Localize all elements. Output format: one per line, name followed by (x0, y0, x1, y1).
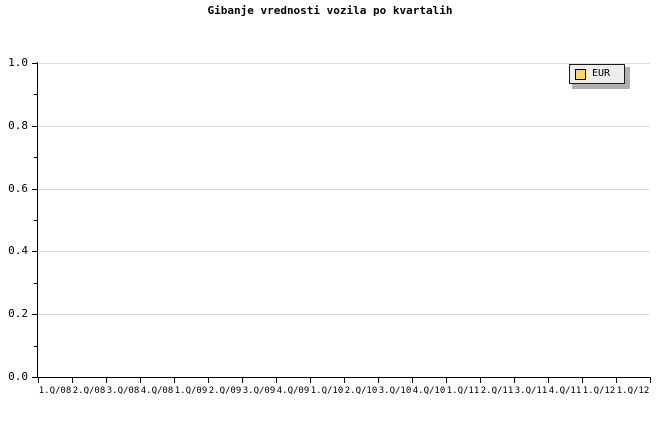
gridline-y (38, 188, 650, 190)
x-tick-label: 1.Q/11 (446, 386, 480, 396)
x-tick-label: 4.Q/09 (276, 386, 310, 396)
x-tick-label: 4.Q/08 (140, 386, 174, 396)
x-tick-mark (650, 377, 651, 383)
x-tick-mark (106, 377, 107, 383)
x-tick-mark (378, 377, 379, 383)
x-tick-mark (38, 377, 39, 383)
y-tick-mark (32, 125, 38, 127)
y-tick-mark (34, 94, 38, 96)
y-tick-mark (32, 251, 38, 253)
y-tick-mark (34, 282, 38, 284)
y-tick-mark (32, 377, 38, 378)
x-tick-label: 2.Q/08 (72, 386, 106, 396)
y-tick-mark (34, 157, 38, 159)
y-tick-label: 0.2 (8, 307, 28, 321)
x-tick-label: 1.Q/12 (582, 386, 616, 396)
x-tick-mark (310, 377, 311, 383)
plot-area (38, 63, 650, 378)
x-tick-mark (616, 377, 617, 383)
x-tick-mark (72, 377, 73, 383)
x-tick-label: 2.Q/11 (480, 386, 514, 396)
x-tick-label: 4.Q/10 (412, 386, 446, 396)
x-tick-mark (480, 377, 481, 383)
legend[interactable]: EUR (569, 64, 625, 84)
y-tick-label: 0.8 (8, 118, 28, 132)
x-tick-mark (514, 377, 515, 383)
x-tick-mark (208, 377, 209, 383)
legend-swatch-icon (575, 68, 586, 80)
gridline-y (38, 63, 650, 64)
y-tick-mark (32, 63, 38, 64)
x-tick-mark (548, 377, 549, 383)
x-tick-label: 3.Q/08 (106, 386, 140, 396)
y-tick-label: 1.0 (8, 56, 28, 69)
x-tick-label: 1.Q/12 (616, 386, 650, 396)
y-tick-mark (34, 345, 38, 347)
x-tick-label: 2.Q/09 (208, 386, 242, 396)
y-tick-label: 0.0 (8, 370, 28, 383)
y-tick-mark (32, 188, 38, 190)
y-tick-label: 0.6 (8, 181, 28, 195)
x-tick-mark (446, 377, 447, 383)
x-tick-label: 1.Q/10 (310, 386, 344, 396)
gridline-y (38, 314, 650, 316)
gridline-y (38, 251, 650, 253)
x-tick-mark (140, 377, 141, 383)
x-tick-label: 1.Q/09 (174, 386, 208, 396)
y-tick-mark (34, 220, 38, 221)
x-tick-label: 3.Q/10 (378, 386, 412, 396)
y-tick-mark (32, 314, 38, 316)
x-tick-label: 3.Q/11 (514, 386, 548, 396)
gridline-y (38, 125, 650, 127)
x-tick-label: 4.Q/11 (548, 386, 582, 396)
x-tick-mark (276, 377, 277, 383)
y-tick-label: 0.4 (8, 244, 28, 258)
chart-title: Gibanje vrednosti vozila po kvartalih (207, 4, 453, 17)
x-tick-mark (412, 377, 413, 383)
x-tick-label: 2.Q/10 (344, 386, 378, 396)
x-tick-mark (174, 377, 175, 383)
x-tick-label: 1.Q/08 (38, 386, 72, 396)
x-tick-mark (242, 377, 243, 383)
legend-label-eur: EUR (592, 68, 611, 79)
x-tick-mark (582, 377, 583, 383)
x-tick-label: 3.Q/09 (242, 386, 276, 396)
x-tick-mark (344, 377, 345, 383)
